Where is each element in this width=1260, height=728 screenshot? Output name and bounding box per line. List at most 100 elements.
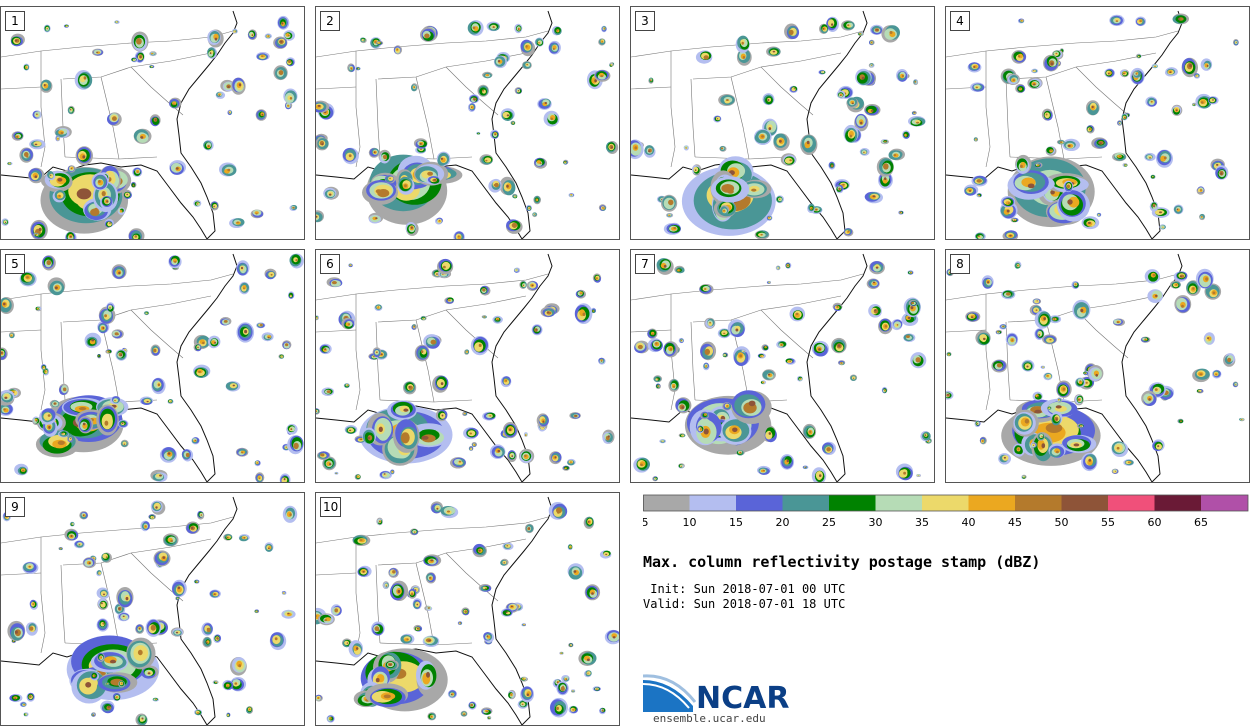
reflectivity-cell	[1189, 64, 1192, 68]
reflectivity-cell	[1091, 105, 1094, 109]
member-number: 1	[5, 11, 25, 31]
reflectivity-cell	[587, 672, 589, 674]
reflectivity-cell	[328, 193, 332, 196]
state-border	[445, 552, 499, 602]
reflectivity-cell	[681, 406, 685, 409]
reflectivity-cell	[634, 146, 638, 150]
reflectivity-cell	[236, 221, 239, 224]
reflectivity-cell	[267, 35, 269, 37]
reflectivity-cell	[1013, 219, 1015, 221]
reflectivity-cell	[373, 356, 375, 358]
reflectivity-cell	[726, 99, 729, 101]
reflectivity-cell	[186, 454, 189, 457]
state-border	[316, 273, 549, 301]
reflectivity-cell	[837, 344, 841, 347]
reflectivity-cell	[404, 184, 407, 188]
reflectivity-cell	[870, 65, 872, 66]
reflectivity-cell	[471, 704, 473, 706]
reflectivity-cell	[525, 434, 527, 436]
reflectivity-cell	[742, 56, 746, 59]
reflectivity-cell	[1180, 420, 1181, 422]
reflectivity-cell	[243, 537, 246, 539]
reflectivity-cell	[258, 477, 261, 480]
reflectivity-cell	[1165, 392, 1168, 395]
reflectivity-cell	[673, 227, 677, 229]
reflectivity-cell	[200, 514, 202, 516]
reflectivity-cell	[905, 134, 908, 136]
reflectivity-cell	[1175, 284, 1178, 286]
reflectivity-cell	[818, 348, 821, 351]
reflectivity-cell	[4, 396, 8, 399]
state-border	[40, 537, 46, 654]
reflectivity-cell	[10, 334, 13, 337]
reflectivity-cell	[1067, 199, 1073, 205]
reflectivity-cell	[1154, 65, 1156, 67]
reflectivity-cell	[668, 214, 671, 217]
reflectivity-cell	[596, 277, 598, 280]
reflectivity-cell	[570, 194, 573, 196]
reflectivity-cell	[570, 644, 572, 646]
reflectivity-cell	[478, 549, 481, 552]
reflectivity-cell	[853, 377, 855, 379]
reflectivity-cell	[1009, 234, 1012, 237]
reflectivity-cell	[526, 693, 529, 696]
reflectivity-cell	[1019, 87, 1021, 90]
reflectivity-cell	[379, 521, 381, 523]
reflectivity-cell	[1038, 334, 1040, 336]
reflectivity-cell	[554, 456, 557, 459]
reflectivity-cell	[655, 342, 658, 345]
reflectivity-cell	[283, 478, 286, 481]
reflectivity-cell	[104, 314, 107, 318]
reflectivity-cell	[1169, 71, 1172, 73]
reflectivity-cell	[580, 293, 582, 295]
reflectivity-cell	[1055, 405, 1062, 409]
reflectivity-cell	[907, 316, 911, 320]
reflectivity-cell	[91, 339, 95, 342]
reflectivity-cell	[22, 469, 25, 472]
reflectivity-cell	[896, 324, 899, 326]
state-border	[1075, 66, 1129, 116]
state-border	[670, 51, 676, 168]
reflectivity-cell	[821, 71, 825, 73]
reflectivity-cell	[175, 631, 179, 634]
reflectivity-cell	[89, 339, 96, 345]
reflectivity-cell	[318, 697, 320, 699]
state-border	[355, 294, 361, 411]
reflectivity-cell	[787, 265, 789, 267]
state-border	[415, 562, 435, 646]
reflectivity-cell	[860, 33, 862, 34]
state-border	[445, 309, 499, 359]
reflectivity-cell	[827, 447, 830, 450]
reflectivity-cell	[586, 658, 590, 662]
reflectivity-cell	[380, 353, 383, 356]
reflectivity-cell	[680, 465, 682, 467]
reflectivity-cell	[799, 377, 801, 379]
reflectivity-cell	[217, 638, 219, 640]
reflectivity-cell	[327, 390, 330, 393]
reflectivity-cell	[1061, 51, 1063, 52]
member-panel: 8	[945, 249, 1250, 483]
reflectivity-cell	[440, 157, 443, 160]
reflectivity-cell	[150, 52, 154, 55]
reflectivity-cell	[69, 235, 72, 238]
colorbar-tick-label: 40	[962, 516, 976, 529]
state-border	[316, 329, 357, 333]
reflectivity-cell	[550, 117, 553, 121]
reflectivity-cell	[1144, 338, 1147, 340]
reflectivity-cell	[123, 443, 126, 445]
reflectivity-cell	[1085, 381, 1088, 384]
reflectivity-cell	[414, 531, 416, 533]
reflectivity-cell	[139, 56, 142, 59]
reflectivity-cell	[860, 121, 863, 125]
reflectivity-cell	[1012, 79, 1015, 81]
reflectivity-cell	[288, 61, 291, 63]
reflectivity-cell	[213, 205, 215, 208]
reflectivity-cell	[739, 354, 743, 358]
reflectivity-cell	[842, 183, 845, 186]
reflectivity-cell	[473, 99, 476, 101]
member-panel: 4	[945, 6, 1250, 240]
reflectivity-cell	[329, 463, 332, 466]
reflectivity-cell	[1060, 141, 1062, 143]
site-url[interactable]: ensemble.ucar.edu	[653, 712, 766, 725]
reflectivity-cell	[137, 39, 140, 44]
